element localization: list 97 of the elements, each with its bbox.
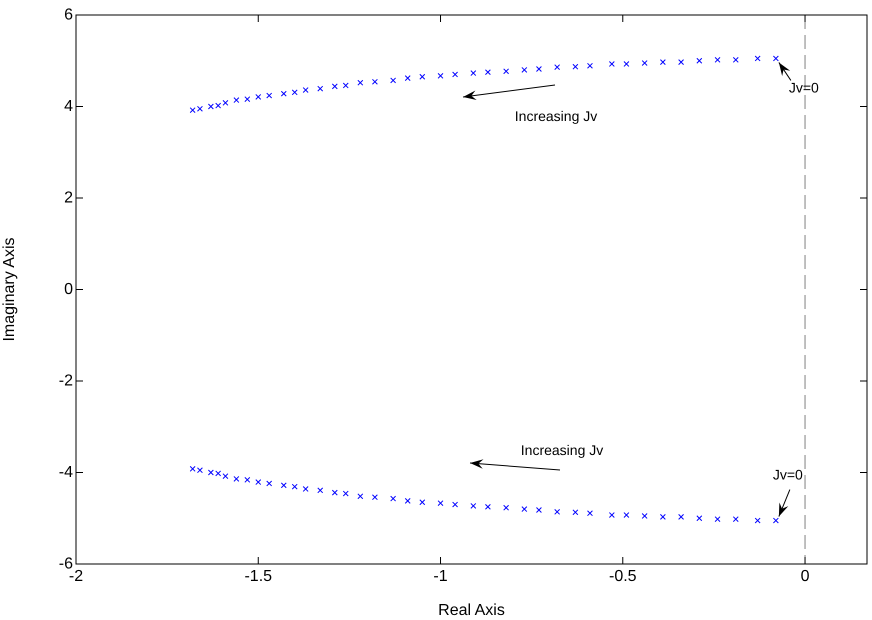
point [696,58,702,64]
point [404,75,411,82]
y-tick-label: -6 [58,555,74,572]
point [678,514,684,520]
x-tick-label: 0 [800,568,810,586]
point [714,56,721,63]
y-tick-label: 0 [64,280,74,298]
point [244,96,250,102]
point [222,100,228,106]
point [521,506,528,512]
point [404,498,411,504]
y-tick-label: 2 [64,189,74,206]
point [332,83,338,90]
point [292,89,298,96]
point [280,90,287,97]
point [536,507,542,513]
point [302,87,309,94]
point [390,77,396,84]
x-tick-label: -1 [433,568,448,586]
point [696,515,702,522]
point [714,516,721,522]
point [452,502,458,508]
annotation: Jv=0 [788,79,820,96]
point [438,72,444,79]
y-tick-label: 6 [64,6,74,24]
point [772,55,779,62]
point [772,518,779,524]
point [536,66,542,72]
annotation: Jv=0 [772,466,804,482]
point [317,86,324,92]
point [208,104,214,110]
x-axis-title: Real Axis [438,602,505,619]
point [503,68,510,74]
point [586,62,593,69]
point [642,60,648,66]
point [754,55,761,62]
point [266,92,272,98]
point [608,60,615,67]
point [372,494,378,500]
annotation: Increasing Jv [514,108,598,124]
point [470,502,476,509]
y-tick-label: -4 [58,464,74,481]
point [190,466,196,472]
point [292,484,298,490]
point [244,476,250,483]
point [372,78,378,85]
point [521,66,528,73]
point [419,499,426,506]
annotation: Increasing Jv [520,442,604,458]
point [642,512,648,519]
point [754,518,761,524]
point [586,510,593,516]
point [196,106,203,112]
point [342,82,349,88]
point [678,59,684,66]
point [732,56,739,63]
point [623,60,630,67]
point [608,512,615,518]
point [280,482,287,488]
point [732,516,739,522]
point [390,496,396,502]
point [470,70,476,76]
point [255,479,262,486]
point [317,487,324,494]
point [342,490,349,497]
y-tick-label: -2 [58,372,74,390]
point [503,504,510,511]
point [554,508,560,515]
point [233,97,240,104]
point [196,467,203,474]
point [190,107,196,114]
point [484,504,491,510]
point [660,514,666,520]
y-tick-label: 4 [64,98,74,115]
point [572,509,578,516]
point [332,490,338,496]
point [215,470,222,476]
point [452,72,458,78]
point [215,102,222,109]
point [302,486,309,492]
point [255,94,262,100]
point [484,69,491,76]
point [208,470,214,476]
x-tick-label: -0.5 [608,568,637,586]
point [572,64,578,70]
point [357,80,364,86]
point [419,74,426,80]
point [266,480,272,486]
point [660,59,666,66]
point [554,64,560,70]
point [438,500,444,506]
point [623,512,630,518]
y-axis-title: Imaginary Axis [1,237,18,342]
point [233,476,240,482]
point [222,473,228,480]
point [357,493,364,500]
x-tick-label: -1.5 [244,568,272,586]
